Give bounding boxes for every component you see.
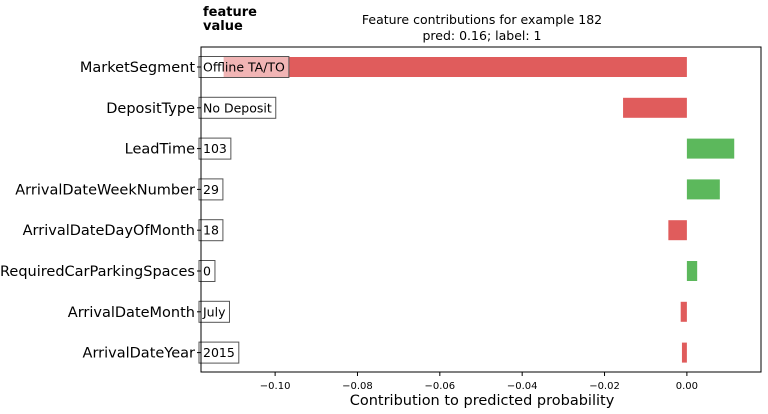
chart-title: Feature contributions for example 182 xyxy=(362,12,602,27)
bar-requiredcarparkingspaces xyxy=(686,261,698,281)
x-tick-label: −0.08 xyxy=(342,381,373,392)
bar-arrivaldatemonth xyxy=(680,301,687,322)
bar-arrivaldatedayofmonth xyxy=(668,220,687,241)
x-tick-label: −0.06 xyxy=(424,381,455,392)
feature-value-arrivaldatemonth: July xyxy=(202,304,226,319)
feature-value-arrivaldatedayofmonth: 18 xyxy=(203,223,219,238)
feature-value-marketsegment: Offline TA/TO xyxy=(203,60,285,75)
feature-value-requiredcarparkingspaces: 0 xyxy=(203,264,211,279)
bar-marketsegment xyxy=(223,57,687,77)
category-label-deposittype: DepositType xyxy=(106,101,195,117)
plot-frame xyxy=(200,46,762,373)
bar-arrivaldateyear xyxy=(681,342,687,363)
category-label-arrivaldatemonth: ArrivalDateMonth xyxy=(68,305,195,321)
feature-value-arrivaldateweeknumber: 29 xyxy=(203,182,219,197)
feature-value-leadtime: 103 xyxy=(203,141,227,156)
category-label-leadtime: LeadTime xyxy=(125,142,195,158)
feature-value-column-title: feature value xyxy=(203,6,257,34)
value-title-line-2: value xyxy=(203,19,243,34)
value-title-line-1: feature xyxy=(203,5,257,20)
chart-subtitle: pred: 0.16; label: 1 xyxy=(423,28,542,43)
category-label-requiredcarparkingspaces: RequiredCarParkingSpaces xyxy=(0,264,195,280)
x-tick-label: −0.10 xyxy=(260,381,291,392)
x-tick-label: −0.04 xyxy=(507,381,538,392)
feature-value-deposittype: No Deposit xyxy=(203,100,272,115)
x-tick-label: −0.02 xyxy=(589,381,620,392)
category-label-marketsegment: MarketSegment xyxy=(80,60,195,76)
category-label-arrivaldateyear: ArrivalDateYear xyxy=(83,346,196,362)
category-label-arrivaldateweeknumber: ArrivalDateWeekNumber xyxy=(15,182,195,198)
x-axis-label: Contribution to predicted probability xyxy=(350,393,615,409)
x-tick-label: 0.00 xyxy=(676,381,698,392)
bar-arrivaldateweeknumber xyxy=(686,179,720,200)
category-label-arrivaldatedayofmonth: ArrivalDateDayOfMonth xyxy=(23,223,195,239)
bar-leadtime xyxy=(686,138,735,159)
feature-value-arrivaldateyear: 2015 xyxy=(203,345,235,360)
bar-deposittype xyxy=(623,97,687,118)
